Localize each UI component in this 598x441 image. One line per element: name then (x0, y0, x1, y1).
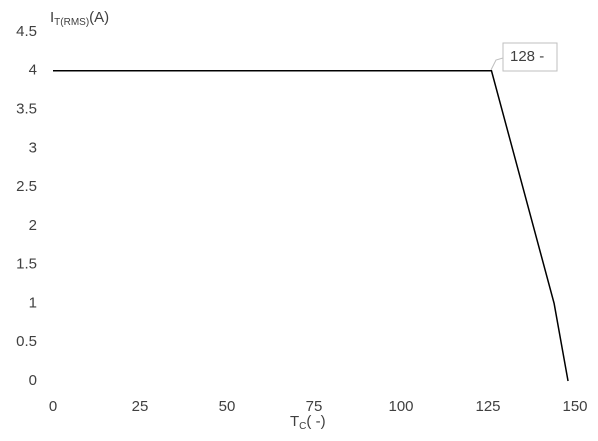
annotation: 128 - (510, 48, 544, 65)
y-label-sub: T(RMS) (54, 17, 89, 28)
x-label-main: T (290, 413, 299, 430)
x-tick-label: 50 (219, 398, 236, 415)
x-tick-label: 25 (132, 398, 149, 415)
y-tick-label: 3.5 (16, 101, 37, 118)
y-label-suffix: (A) (89, 9, 109, 26)
callout-box (502, 42, 558, 72)
callout-pointer (490, 57, 504, 71)
y-tick-label: 0 (29, 372, 37, 389)
x-axis-label: TC( -) (290, 413, 326, 432)
y-tick-label: 1.5 (16, 256, 37, 273)
y-label-main: I (50, 9, 54, 26)
x-tick-label: 125 (475, 398, 500, 415)
x-tick-label: 75 (306, 398, 323, 415)
x-tick-label: 100 (388, 398, 413, 415)
x-label-suffix: ( -) (306, 413, 325, 430)
y-tick-label: 3 (29, 139, 37, 156)
y-axis-label: IT(RMS)(A) (50, 9, 109, 28)
data-line (53, 70, 569, 382)
y-tick-label: 2.5 (16, 178, 37, 195)
y-tick-label: 4 (29, 62, 37, 79)
y-tick-label: 1 (29, 294, 37, 311)
x-label-sub: C (299, 421, 306, 432)
x-tick-label: 150 (562, 398, 587, 415)
y-tick-label: 0.5 (16, 333, 37, 350)
y-tick-label: 4.5 (16, 23, 37, 40)
y-tick-label: 2 (29, 217, 37, 234)
x-tick-label: 0 (49, 398, 57, 415)
